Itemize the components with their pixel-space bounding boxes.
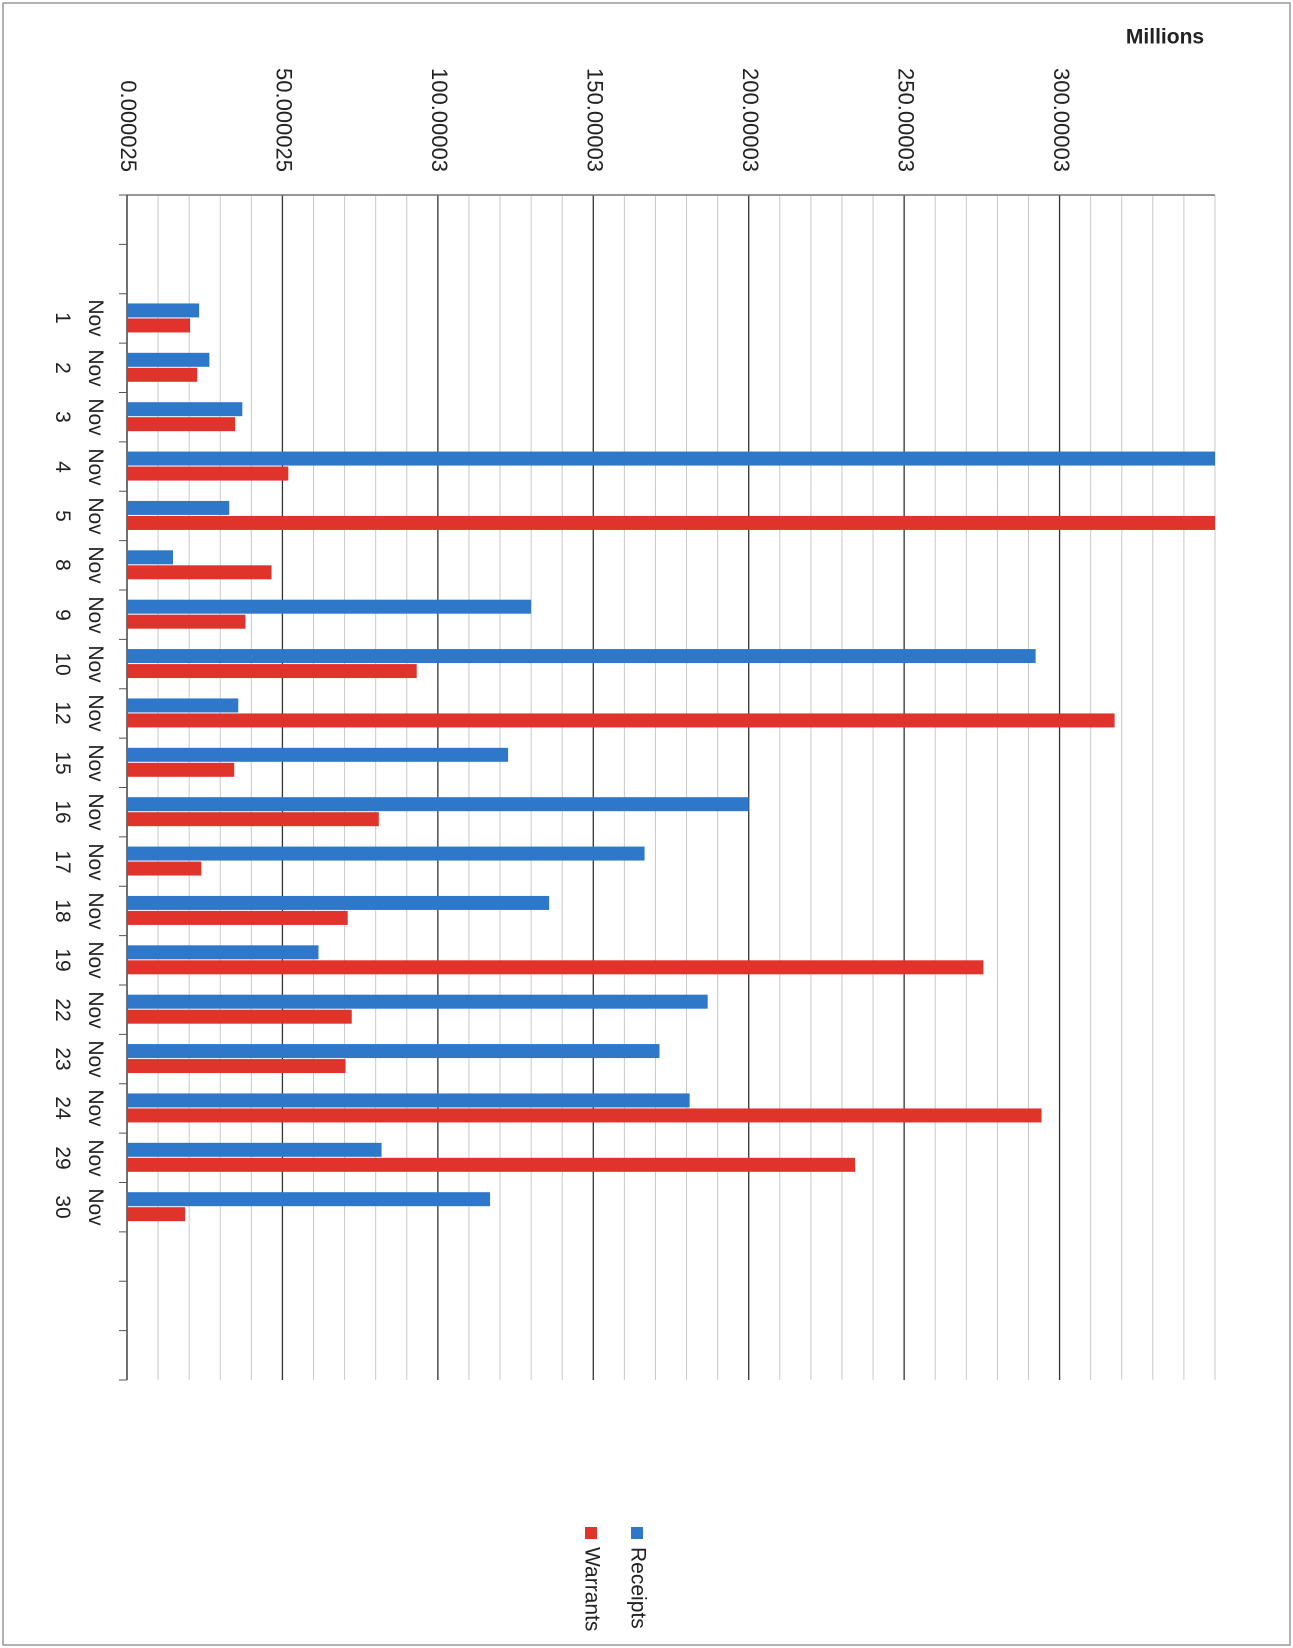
x-tick-label: 50.000025	[272, 68, 297, 172]
legend-swatch	[585, 1527, 597, 1539]
y-tick-label: Nov 19	[51, 941, 107, 979]
bar	[127, 515, 1215, 530]
bar	[127, 1207, 186, 1222]
bar	[127, 664, 417, 679]
bar	[127, 846, 645, 861]
bar	[127, 500, 230, 515]
x-tick-label: 0.000025	[116, 80, 141, 172]
bar	[127, 747, 509, 762]
x-tick-label: 300.00003	[1049, 68, 1074, 172]
y-tick-label: Nov 24	[51, 1089, 107, 1128]
y-tick-label: Nov 10	[51, 645, 107, 683]
bar	[127, 762, 235, 777]
y-tick-label: Nov 15	[51, 744, 107, 782]
legend-swatch	[631, 1527, 643, 1539]
x-tick-label: 200.00003	[738, 68, 763, 172]
x-tick-label: 250.00003	[893, 68, 918, 172]
bar	[127, 367, 198, 382]
legend-label: Warrants	[580, 1547, 603, 1631]
bar	[127, 1093, 690, 1108]
unit-label: Millions	[1126, 26, 1204, 49]
bar	[127, 1009, 352, 1024]
y-tick-label: Nov 16	[51, 793, 107, 831]
x-tick-label: 150.00003	[582, 68, 607, 172]
bar	[127, 994, 708, 1009]
bar	[127, 402, 243, 417]
bar	[127, 614, 246, 629]
bar	[127, 1157, 856, 1172]
bar	[127, 713, 1115, 728]
bar	[127, 1108, 1042, 1123]
x-tick-label: 100.00003	[427, 68, 452, 172]
bar	[127, 565, 272, 580]
bar	[127, 1192, 491, 1207]
bar	[127, 417, 236, 432]
bar	[127, 451, 1215, 466]
y-tick-label: Nov 5	[51, 497, 107, 535]
bar	[127, 910, 348, 925]
bar	[127, 861, 202, 876]
bar	[127, 895, 550, 910]
bar	[127, 812, 379, 827]
y-tick-label: Nov 9	[51, 596, 107, 634]
y-tick-label: Nov 4	[51, 447, 107, 486]
bar	[127, 352, 210, 367]
y-tick-label: Nov 22	[51, 991, 107, 1029]
y-tick-label: Nov 1	[51, 299, 107, 338]
y-tick-label: Nov 29	[51, 1139, 107, 1177]
y-tick-label: Nov 18	[51, 892, 107, 930]
bar	[127, 1044, 660, 1059]
y-tick-label: Nov 12	[51, 694, 107, 733]
y-tick-label: Nov 3	[51, 398, 107, 436]
bar	[127, 698, 239, 713]
bar	[127, 466, 289, 481]
y-tick-label: Nov 30	[51, 1188, 107, 1226]
y-tick-label: Nov 17	[51, 842, 107, 881]
y-tick-label: Nov 23	[51, 1040, 107, 1078]
bar	[127, 960, 984, 975]
bar	[127, 303, 200, 318]
bar	[127, 318, 191, 333]
y-tick-label: Nov 2	[51, 349, 107, 387]
bar	[127, 599, 532, 614]
legend-label: Receipts	[626, 1547, 649, 1629]
bar	[127, 649, 1036, 664]
bar	[127, 945, 319, 960]
bar	[127, 1142, 382, 1157]
bar	[127, 1059, 346, 1074]
bar	[127, 550, 174, 565]
y-tick-label: Nov 8	[51, 546, 107, 584]
bar	[127, 797, 749, 812]
